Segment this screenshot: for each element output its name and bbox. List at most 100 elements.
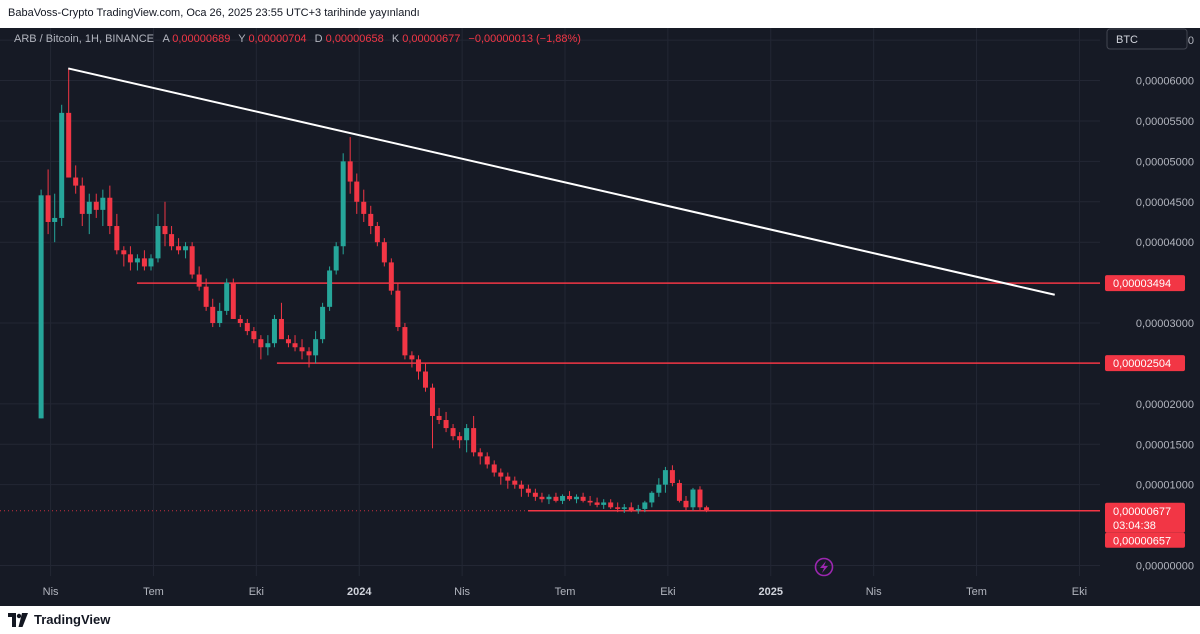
descending-trendline[interactable] <box>68 67 1055 296</box>
time-tick-label: Tem <box>143 586 164 598</box>
trendline-group[interactable] <box>68 67 1055 296</box>
candle-body <box>107 197 113 227</box>
candle-body <box>649 492 655 503</box>
candle-body <box>587 500 593 503</box>
candle-body <box>690 489 696 508</box>
candle-body <box>162 226 168 235</box>
candle-body <box>388 262 394 291</box>
time-tick-label: Tem <box>966 586 987 598</box>
candle-body <box>601 502 607 505</box>
candle-body <box>176 246 182 251</box>
candle-body <box>422 371 428 388</box>
price-tick-label: 0,00006000 <box>1136 76 1194 88</box>
candle-body <box>299 347 305 352</box>
candle-body <box>244 323 250 332</box>
candle-body <box>169 234 175 247</box>
time-tick-label: Eki <box>1072 586 1087 598</box>
candle-body <box>52 217 58 222</box>
candle-body <box>100 197 106 210</box>
candle-body <box>327 270 333 307</box>
time-tick-label: Eki <box>249 586 264 598</box>
candle-body <box>114 226 120 251</box>
current-price-text: 03:04:38 <box>1113 520 1156 532</box>
candle-body <box>594 502 600 505</box>
candle-body <box>553 496 559 501</box>
price-tick-label: 0,00005500 <box>1136 116 1194 128</box>
candle-body <box>429 387 435 416</box>
candle-body <box>615 507 621 509</box>
candle-body <box>498 472 504 477</box>
candle-body <box>134 258 140 263</box>
time-tick-label: Nis <box>454 586 470 598</box>
candle-body <box>183 246 189 251</box>
candle-body <box>368 213 374 227</box>
candle-body <box>141 258 147 267</box>
price-tick-label: 0,00005000 <box>1136 156 1194 168</box>
candle-body <box>203 286 209 307</box>
candle-body <box>574 496 580 500</box>
price-tick-label: 0,00003000 <box>1136 318 1194 330</box>
candle-body <box>93 201 99 210</box>
candle-body <box>265 343 271 348</box>
candle-body <box>539 496 545 500</box>
candle-body <box>443 420 449 429</box>
candle-body <box>662 470 668 485</box>
candle-body <box>560 495 566 501</box>
candle-body <box>66 112 72 178</box>
currency-label: BTC <box>1116 34 1138 46</box>
time-tick-label: Nis <box>43 586 59 598</box>
candle-body <box>656 484 662 493</box>
horizontal-levels <box>0 282 1100 512</box>
grid <box>0 28 1100 576</box>
price-tick-label: 0,00002000 <box>1136 399 1194 411</box>
legend-high-label: Y <box>238 33 246 45</box>
candle-body <box>292 343 298 348</box>
legend-open-label: A <box>162 33 170 45</box>
candle-body <box>697 489 703 508</box>
candle-body <box>121 250 127 255</box>
candle-body <box>38 195 44 419</box>
legend-high: 0,00000704 <box>248 33 306 45</box>
candle-body <box>196 274 202 287</box>
level-price-text: 0,00003494 <box>1113 278 1171 290</box>
price-tick-label: 0,00001000 <box>1136 480 1194 492</box>
level-price-tag <box>1105 355 1185 372</box>
footer-bar: TradingView <box>0 606 1200 634</box>
current-price-tag <box>1105 502 1185 533</box>
tradingview-logo[interactable]: TradingView <box>8 612 110 627</box>
candles <box>38 68 710 514</box>
legend-low-label: D <box>315 33 323 45</box>
legend-low: 0,00000658 <box>326 33 384 45</box>
price-tick-label: 0,00004000 <box>1136 237 1194 249</box>
candle-body <box>518 484 524 489</box>
candle-body <box>230 282 236 319</box>
candle-body <box>285 339 291 344</box>
publish-bar: BabaVoss-Crypto TradingView.com, Oca 26,… <box>0 0 1200 28</box>
candle-body <box>340 161 346 247</box>
candle-body <box>148 258 154 267</box>
lightning-event-icon[interactable] <box>814 557 834 577</box>
published-info: BabaVoss-Crypto TradingView.com, Oca 26,… <box>8 7 420 19</box>
candle-body <box>628 507 634 511</box>
candle-body <box>546 496 552 500</box>
candle-body <box>210 306 216 324</box>
candle-body <box>464 428 470 441</box>
candle-body <box>409 355 415 360</box>
time-tick-label: Tem <box>555 586 576 598</box>
candle-body <box>224 282 230 311</box>
currency-button[interactable]: BTC <box>1106 28 1188 50</box>
candle-body <box>635 508 641 511</box>
candle-body <box>512 480 518 485</box>
candle-body <box>608 502 614 508</box>
candle-body <box>525 488 531 493</box>
price-chart[interactable]: 0,000065000,000060000,000055000,00005000… <box>0 28 1200 606</box>
candle-body <box>505 476 511 481</box>
level-price-text: 0,00002504 <box>1113 358 1171 370</box>
chart-area[interactable]: 0,000065000,000060000,000055000,00005000… <box>0 28 1200 606</box>
svg-text:ARB / Bitcoin, 1H, BINANCE: ARB / Bitcoin, 1H, BINANCE A 0,00000689 … <box>14 33 581 45</box>
candle-body <box>402 327 408 356</box>
candle-body <box>642 502 648 509</box>
time-tick-label: 2024 <box>347 586 372 598</box>
legend-open: 0,00000689 <box>172 33 230 45</box>
candle-body <box>683 500 689 508</box>
